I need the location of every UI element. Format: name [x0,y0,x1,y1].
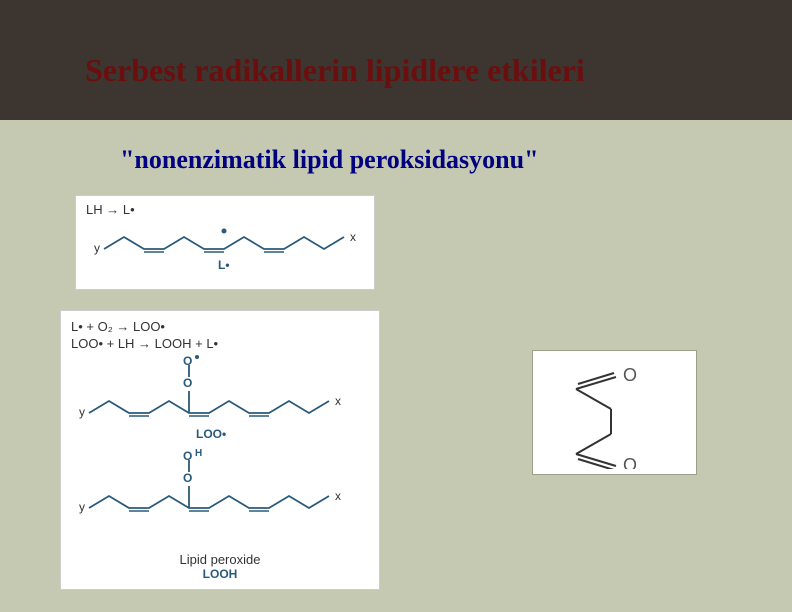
lipid-chain-1: y x L• [86,219,366,274]
chain-line-3 [89,496,329,508]
reaction-box-1: LH → L• y x L• [75,195,375,290]
diagram-area: LH → L• y x L• L• + O₂ → LOO• LOO• + LH … [0,175,792,605]
oxygen-label-1: O [183,376,192,390]
loo-label: LOO• [196,427,226,441]
hydrogen-label: H [195,448,202,459]
reaction-box-2: L• + O₂ → LOO• LOO• + LH → LOOH + L• y O… [60,310,380,590]
subtitle: "nonenzimatik lipid peroksidasyonu" [120,145,792,175]
radical-label: L• [218,258,230,272]
oxygen-atom-1: O [623,365,637,385]
svg-text:O: O [183,449,192,463]
chain2-left-label: y [79,405,85,419]
peroxy-radical-dot-icon [195,355,199,359]
mda-molecule-icon: O O [541,359,691,469]
chain-line-2 [89,401,329,413]
lipid-peroxide-caption: Lipid peroxide [71,552,369,567]
chain2-right-label: x [335,394,341,408]
chain-line-1 [104,237,344,249]
lipid-chain-looh: y O O H x [71,448,371,548]
chain3-right-label: x [335,489,341,503]
chain3-left-label: y [79,500,85,514]
chain-right-label: x [350,230,356,244]
equation-2b: LOO• + LH → LOOH + L• [71,336,369,351]
molecule-box: O O [532,350,697,475]
equation-2a: L• + O₂ → LOO• [71,319,369,334]
svg-text:O: O [183,471,192,485]
oxygen-label-2: O [183,354,192,368]
equation-1: LH → L• [86,202,364,217]
lipid-chain-loo: y O O x LOO• [71,353,371,448]
looh-label: LOOH [71,567,369,581]
chain-left-label: y [94,241,100,255]
header-bar: Serbest radikallerin lipidlere etkileri [0,0,792,120]
radical-dot-icon [222,229,227,234]
oxygen-atom-2: O [623,455,637,469]
page-title: Serbest radikallerin lipidlere etkileri [85,52,585,89]
